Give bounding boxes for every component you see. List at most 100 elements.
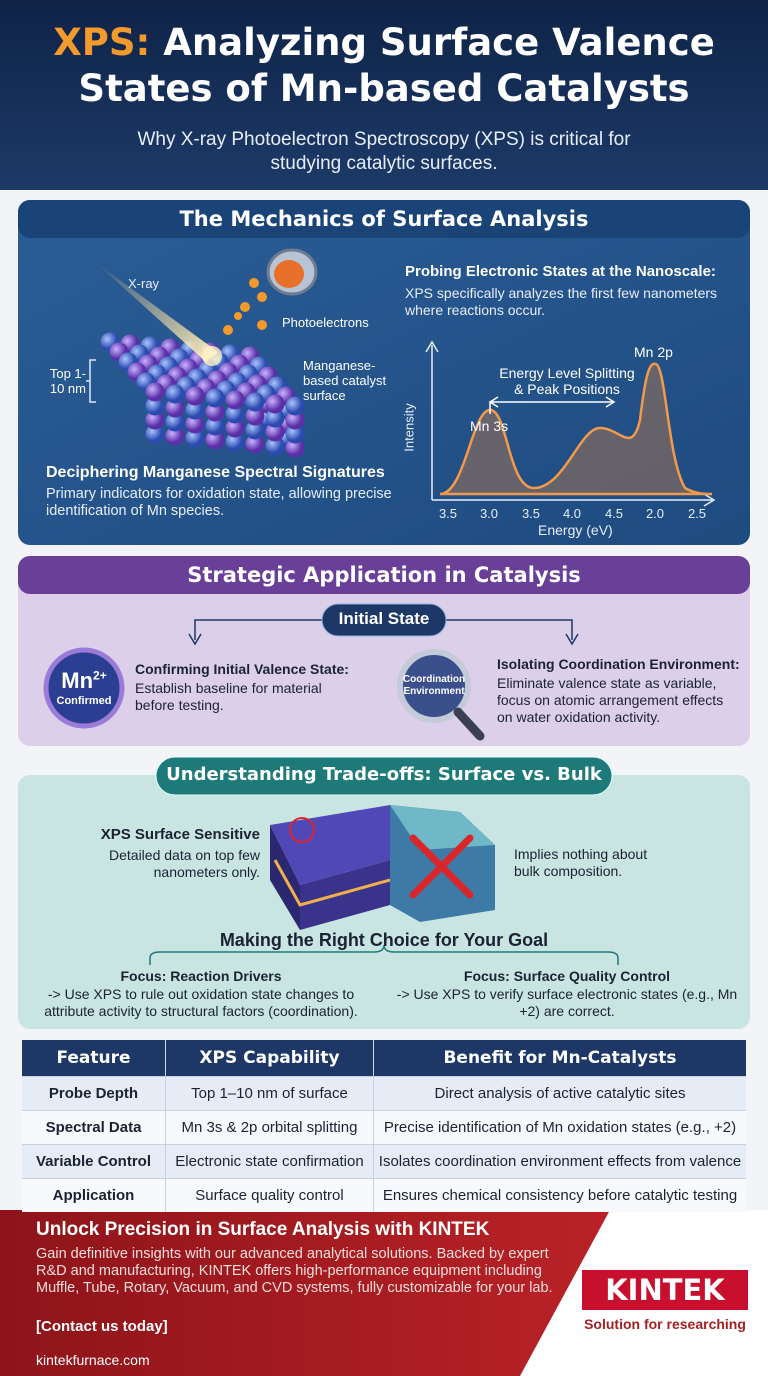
- mn-badge: [43, 647, 125, 729]
- table-cell: Surface quality control: [165, 1178, 374, 1212]
- x-tick-label: 2.5: [687, 506, 707, 521]
- badge-element-text: Mn: [61, 668, 94, 693]
- table-row: Probe Depth Top 1–10 nm of surface Direct …: [22, 1076, 746, 1111]
- splitting-arrow: [488, 396, 616, 414]
- surface-text: Detailed data on top few nanometers only…: [109, 847, 260, 880]
- signatures-title: Deciphering Manganese Spectral Signature…: [46, 464, 385, 481]
- magnifier-handle: [453, 707, 485, 741]
- atom: [145, 410, 165, 430]
- table-row: Variable Control Electronic state confirm…: [22, 1144, 746, 1179]
- spectrum-axes: [425, 340, 716, 507]
- table-cell: Variable Control: [22, 1144, 166, 1179]
- table-cell: Spectral Data: [22, 1110, 166, 1145]
- atom: [225, 390, 245, 410]
- atom: [245, 392, 265, 412]
- x-axis-label: Energy (eV): [538, 522, 613, 538]
- atom: [205, 402, 225, 422]
- table-cell: Application: [22, 1178, 166, 1212]
- peak-label: Mn 2p: [634, 344, 673, 360]
- mechanics-panel: [18, 200, 750, 545]
- choice-brace: [149, 944, 619, 965]
- splitting-label: Energy Level Splitting & Peak Positions: [499, 365, 635, 397]
- atom: [165, 426, 185, 446]
- initial-state-pill: [321, 603, 447, 637]
- application-panel: [18, 556, 750, 746]
- logo: KINTEK: [605, 1273, 725, 1307]
- atom: [165, 384, 185, 404]
- atom: [265, 422, 285, 442]
- surface-block-top: [270, 805, 390, 885]
- table-cell: Direct analysis of active catalytic site…: [373, 1076, 746, 1111]
- detector-core: [274, 260, 304, 288]
- x-tick-label: 3.5: [438, 506, 458, 521]
- subtitle: Why X-ray Photoelectron Spectroscopy (XP…: [137, 129, 631, 174]
- signatures-text: Primary indicators for oxidation state, …: [46, 486, 392, 519]
- magnifier-label: Coordination Environment: [402, 674, 466, 697]
- application-heading-bar: [18, 556, 750, 594]
- atom: [185, 400, 205, 420]
- table-cell: Probe Depth: [22, 1076, 166, 1111]
- table-row: Spectral Data Mn 3s & 2p orbital splittin…: [22, 1110, 746, 1145]
- logo-box: [582, 1270, 748, 1310]
- xray-label: X-ray: [128, 276, 160, 291]
- feature-table: Feature XPS Capability Benefit for Mn-Cata…: [22, 1040, 746, 1212]
- option-title: Focus: Reaction Drivers: [120, 968, 282, 984]
- table-cell: Precise identification of Mn oxidation s…: [373, 1110, 746, 1145]
- atom: [205, 416, 225, 436]
- right-title: Isolating Coordination Environment:: [497, 656, 740, 672]
- option-text: -> Use XPS to rule out oxidation state c…: [44, 986, 358, 1019]
- bulk-text: Implies nothing about bulk composition.: [514, 846, 648, 879]
- initial-state: Initial State: [338, 609, 430, 628]
- atom: [205, 388, 225, 408]
- x-tick-label: 4.5: [604, 506, 624, 521]
- atom: [285, 438, 305, 458]
- table-cell: Top 1–10 nm of surface: [165, 1076, 374, 1111]
- surface-layer: [273, 859, 391, 907]
- surface-block-front: [300, 860, 390, 930]
- probing-text: XPS specifically analyzes the first few …: [405, 285, 718, 318]
- atom: [205, 430, 225, 450]
- atom: [265, 408, 285, 428]
- cta[interactable]: [Contact us today]: [36, 1318, 168, 1335]
- atom: [145, 424, 165, 444]
- table-header: Feature XPS Capability Benefit for Mn-Cata…: [22, 1040, 746, 1077]
- title-text: Analyzing Surface Valence States of Mn-b…: [78, 21, 715, 110]
- surface-label: Manganese-based catalyst surface: [303, 358, 387, 403]
- atom: [225, 418, 245, 438]
- column-header: Benefit for Mn-Catalysts: [373, 1040, 746, 1077]
- atom: [285, 396, 305, 416]
- atom: [185, 428, 205, 448]
- left-text: Establish baseline for material before t…: [135, 680, 322, 713]
- x-tick-label: 2.0: [645, 506, 665, 521]
- x-tick-label: 3.0: [479, 506, 499, 521]
- x-tick-label: 4.0: [562, 506, 582, 521]
- option-title: Focus: Surface Quality Control: [463, 968, 671, 984]
- option-text: -> Use XPS to verify surface electronic …: [396, 986, 738, 1019]
- table-cell: Ensures chemical consistency before cata…: [373, 1178, 746, 1212]
- atom: [265, 436, 285, 456]
- mechanics-heading-bar: [18, 200, 750, 238]
- table-cell: Isolates coordination environment effect…: [373, 1144, 746, 1179]
- atom: [245, 420, 265, 440]
- photoelectrons-label: Photoelectrons: [282, 315, 369, 330]
- footer-heading: Unlock Precision in Surface Analysis wit…: [36, 1219, 490, 1240]
- surface-title: XPS Surface Sensitive: [100, 826, 260, 843]
- atom: [225, 404, 245, 424]
- probing-title: Probing Electronic States at the Nanosca…: [405, 263, 716, 280]
- footer-text: Gain definitive insights with our advanc…: [36, 1246, 553, 1296]
- title: XPS: Analyzing Surface Valence States of…: [14, 20, 754, 112]
- photoelectron-dots: [223, 278, 267, 335]
- section-heading: Understanding Trade-offs: Surface vs. Bu…: [166, 764, 602, 785]
- column-header: XPS Capability: [165, 1040, 374, 1077]
- atom: [165, 398, 185, 418]
- impact-glow: [202, 346, 222, 366]
- header-bg: [0, 0, 768, 190]
- right-text: Eliminate valence state as variable, foc…: [497, 675, 724, 725]
- website[interactable]: kintekfurnace.com: [36, 1352, 150, 1368]
- atom: [285, 424, 305, 444]
- badge-status: Confirmed: [56, 695, 112, 707]
- highlight-ring: [289, 817, 315, 843]
